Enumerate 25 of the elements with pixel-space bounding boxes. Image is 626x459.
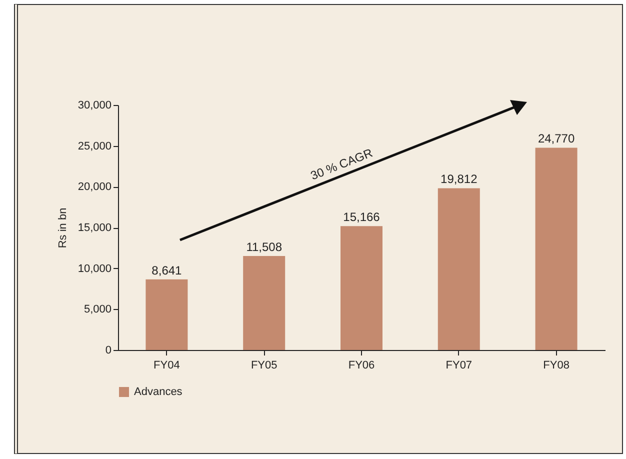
x-tick-label: FY06 bbox=[348, 360, 375, 372]
x-tick-label: FY05 bbox=[250, 360, 278, 372]
x-tick-label: FY07 bbox=[446, 360, 472, 372]
y-tick-label: 15,000 bbox=[78, 222, 112, 234]
x-tick-label: FY04 bbox=[154, 360, 180, 372]
y-tick-label: 0 bbox=[105, 344, 112, 356]
bar bbox=[243, 256, 286, 350]
x-tick-label: FY08 bbox=[543, 360, 570, 372]
y-tick-label: 5,000 bbox=[84, 304, 112, 316]
y-tick-label: 20,000 bbox=[78, 181, 112, 194]
bar bbox=[146, 279, 188, 350]
legend-label: Advances bbox=[134, 386, 183, 398]
y-axis-title: Rs in bn bbox=[56, 208, 69, 248]
data-label: 15,166 bbox=[343, 210, 380, 224]
y-tick-label: 25,000 bbox=[78, 140, 112, 152]
bar bbox=[535, 148, 578, 350]
data-label: 24,770 bbox=[538, 132, 575, 146]
y-tick-label: 30,000 bbox=[78, 100, 112, 112]
y-tick-label: 10,000 bbox=[78, 262, 112, 275]
bar bbox=[340, 226, 382, 350]
bar bbox=[438, 188, 480, 350]
annotation: 30 % CAGR bbox=[308, 146, 375, 183]
data-label: 11,508 bbox=[246, 240, 282, 254]
data-label: 8,641 bbox=[152, 263, 182, 278]
data-label: 19,812 bbox=[440, 172, 478, 186]
